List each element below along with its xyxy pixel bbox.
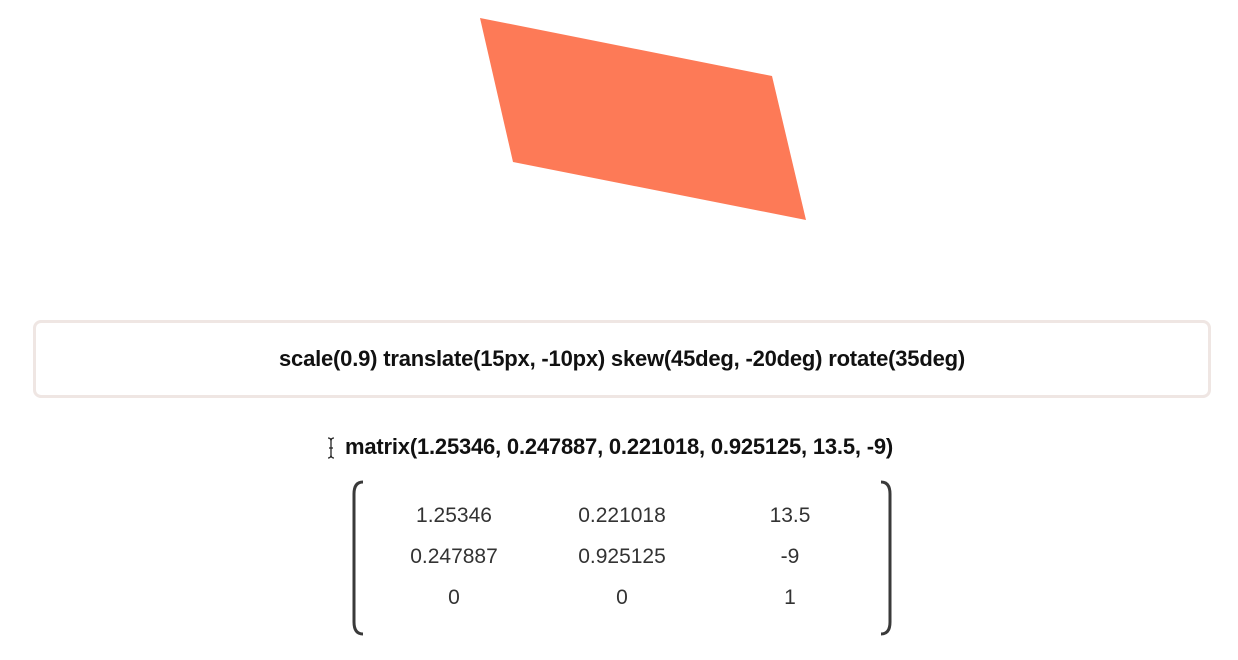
transformed-shape-canvas — [480, 18, 806, 220]
matrix-cell: -9 — [780, 545, 800, 568]
matrix-cell: 0 — [448, 586, 460, 609]
matrix-table: 1.25346 0.221018 13.5 0.247887 0.925125 … — [351, 480, 893, 636]
matrix-cell: 1 — [784, 586, 796, 609]
matrix-cell: 0.221018 — [578, 504, 666, 527]
right-bracket — [880, 480, 892, 636]
matrix-cell: 13.5 — [769, 504, 811, 527]
transform-preview-area — [0, 0, 1238, 300]
matrix-cell: 0.925125 — [578, 545, 666, 568]
matrix-cell: 0.247887 — [410, 545, 498, 568]
text-cursor-icon — [327, 437, 335, 459]
transformed-parallelogram — [480, 18, 806, 220]
transform-input[interactable]: scale(0.9) translate(15px, -10px) skew(4… — [33, 320, 1211, 398]
matrix-output-text: matrix(1.25346, 0.247887, 0.221018, 0.92… — [345, 434, 893, 459]
matrix-cell: 1.25346 — [416, 504, 492, 527]
matrix-cell: 0 — [616, 586, 628, 609]
left-bracket — [352, 480, 364, 636]
